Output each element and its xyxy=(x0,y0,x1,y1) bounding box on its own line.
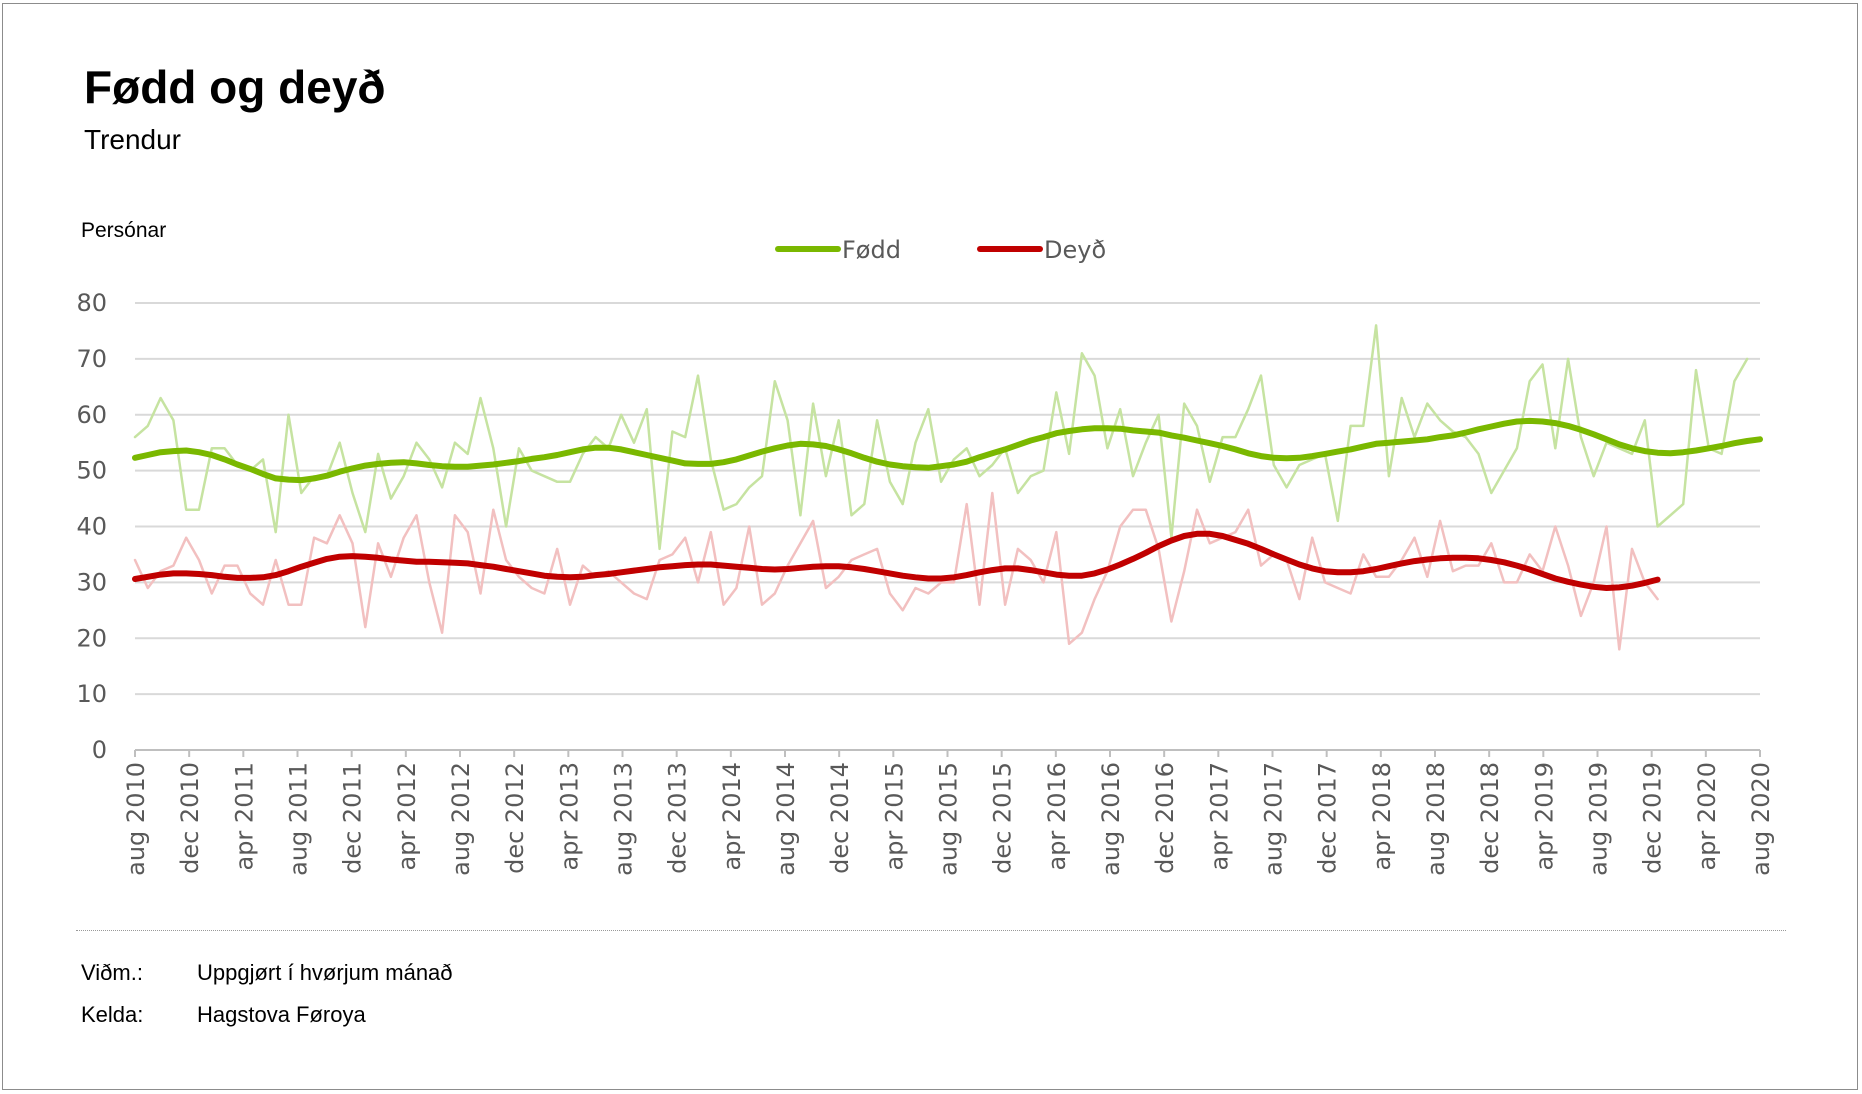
note-value-kelda: Hagstova Føroya xyxy=(197,1002,366,1027)
y-tick-label: 50 xyxy=(76,457,107,485)
x-tick-label: dec 2010 xyxy=(176,762,204,874)
y-axis-label: Persónar xyxy=(81,219,166,242)
x-tick-label: dec 2014 xyxy=(826,762,854,874)
x-tick-label: aug 2017 xyxy=(1260,762,1288,876)
x-tick-label: apr 2019 xyxy=(1530,762,1558,871)
x-tick-label: aug 2015 xyxy=(935,762,963,876)
legend: Fødd Deyð xyxy=(775,236,1106,264)
x-tick-label: aug 2013 xyxy=(610,762,638,876)
x-tick-label: dec 2015 xyxy=(989,762,1017,874)
x-tick-label: apr 2018 xyxy=(1368,762,1396,871)
x-tick-label: apr 2015 xyxy=(880,762,908,871)
monthly-line-deyd xyxy=(133,491,1659,651)
x-tick-label: aug 2010 xyxy=(122,762,150,876)
series-lines xyxy=(132,324,1763,651)
x-tick-label: aug 2020 xyxy=(1747,762,1775,876)
chart-title: Fødd og deyð xyxy=(84,61,386,113)
x-tick-label: aug 2014 xyxy=(772,762,800,876)
x-tick-labels: aug 2010 dec 2010 apr 2011 aug 2011 dec 2011… xyxy=(122,750,1775,876)
y-tick-label: 30 xyxy=(76,568,107,596)
x-tick-label: apr 2020 xyxy=(1693,762,1721,871)
x-tick-label: aug 2011 xyxy=(285,762,313,876)
y-tick-label: 70 xyxy=(76,345,107,373)
legend-label-fodd: Fødd xyxy=(842,236,901,264)
note-label-vidm: Viðm.: xyxy=(81,960,143,985)
footer-divider xyxy=(76,930,1786,931)
y-tick-label: 0 xyxy=(92,736,107,764)
x-tick-label: aug 2012 xyxy=(447,762,475,876)
x-tick-label: apr 2011 xyxy=(230,762,258,871)
x-tick-label: aug 2018 xyxy=(1422,762,1450,876)
trend-line-fodd xyxy=(132,417,1763,484)
chart-frame xyxy=(2,3,1858,1090)
x-tick-label: apr 2012 xyxy=(393,762,421,871)
y-tick-label: 40 xyxy=(76,513,107,541)
x-tick-label: dec 2018 xyxy=(1476,762,1504,874)
x-tick-label: dec 2013 xyxy=(664,762,692,874)
y-tick-labels: 0 10 20 30 40 50 60 70 80 xyxy=(76,289,107,764)
x-tick-label: apr 2017 xyxy=(1205,762,1233,871)
x-tick-label: dec 2016 xyxy=(1151,762,1179,874)
y-tick-label: 20 xyxy=(76,624,107,652)
y-tick-label: 80 xyxy=(76,289,107,317)
x-tick-label: aug 2019 xyxy=(1585,762,1613,876)
x-tick-label: apr 2013 xyxy=(555,762,583,871)
x-tick-label: apr 2014 xyxy=(718,762,746,871)
note-label-kelda: Kelda: xyxy=(81,1002,144,1027)
x-tick-label: dec 2017 xyxy=(1314,762,1342,874)
y-tick-label: 60 xyxy=(76,401,107,429)
monthly-line-fodd xyxy=(133,324,1749,551)
x-tick-label: dec 2011 xyxy=(339,762,367,874)
x-tick-label: dec 2019 xyxy=(1639,762,1667,874)
trend-line-deyd xyxy=(132,530,1661,591)
gridlines xyxy=(135,302,1760,751)
note-value-vidm: Uppgjørt í hvørjum mánað xyxy=(197,960,453,985)
x-tick-label: aug 2016 xyxy=(1097,762,1125,876)
y-tick-label: 10 xyxy=(76,680,107,708)
chart-subtitle: Trendur xyxy=(84,124,182,155)
legend-label-deyd: Deyð xyxy=(1044,236,1106,264)
x-tick-label: dec 2012 xyxy=(501,762,529,874)
x-tick-label: apr 2016 xyxy=(1043,762,1071,871)
